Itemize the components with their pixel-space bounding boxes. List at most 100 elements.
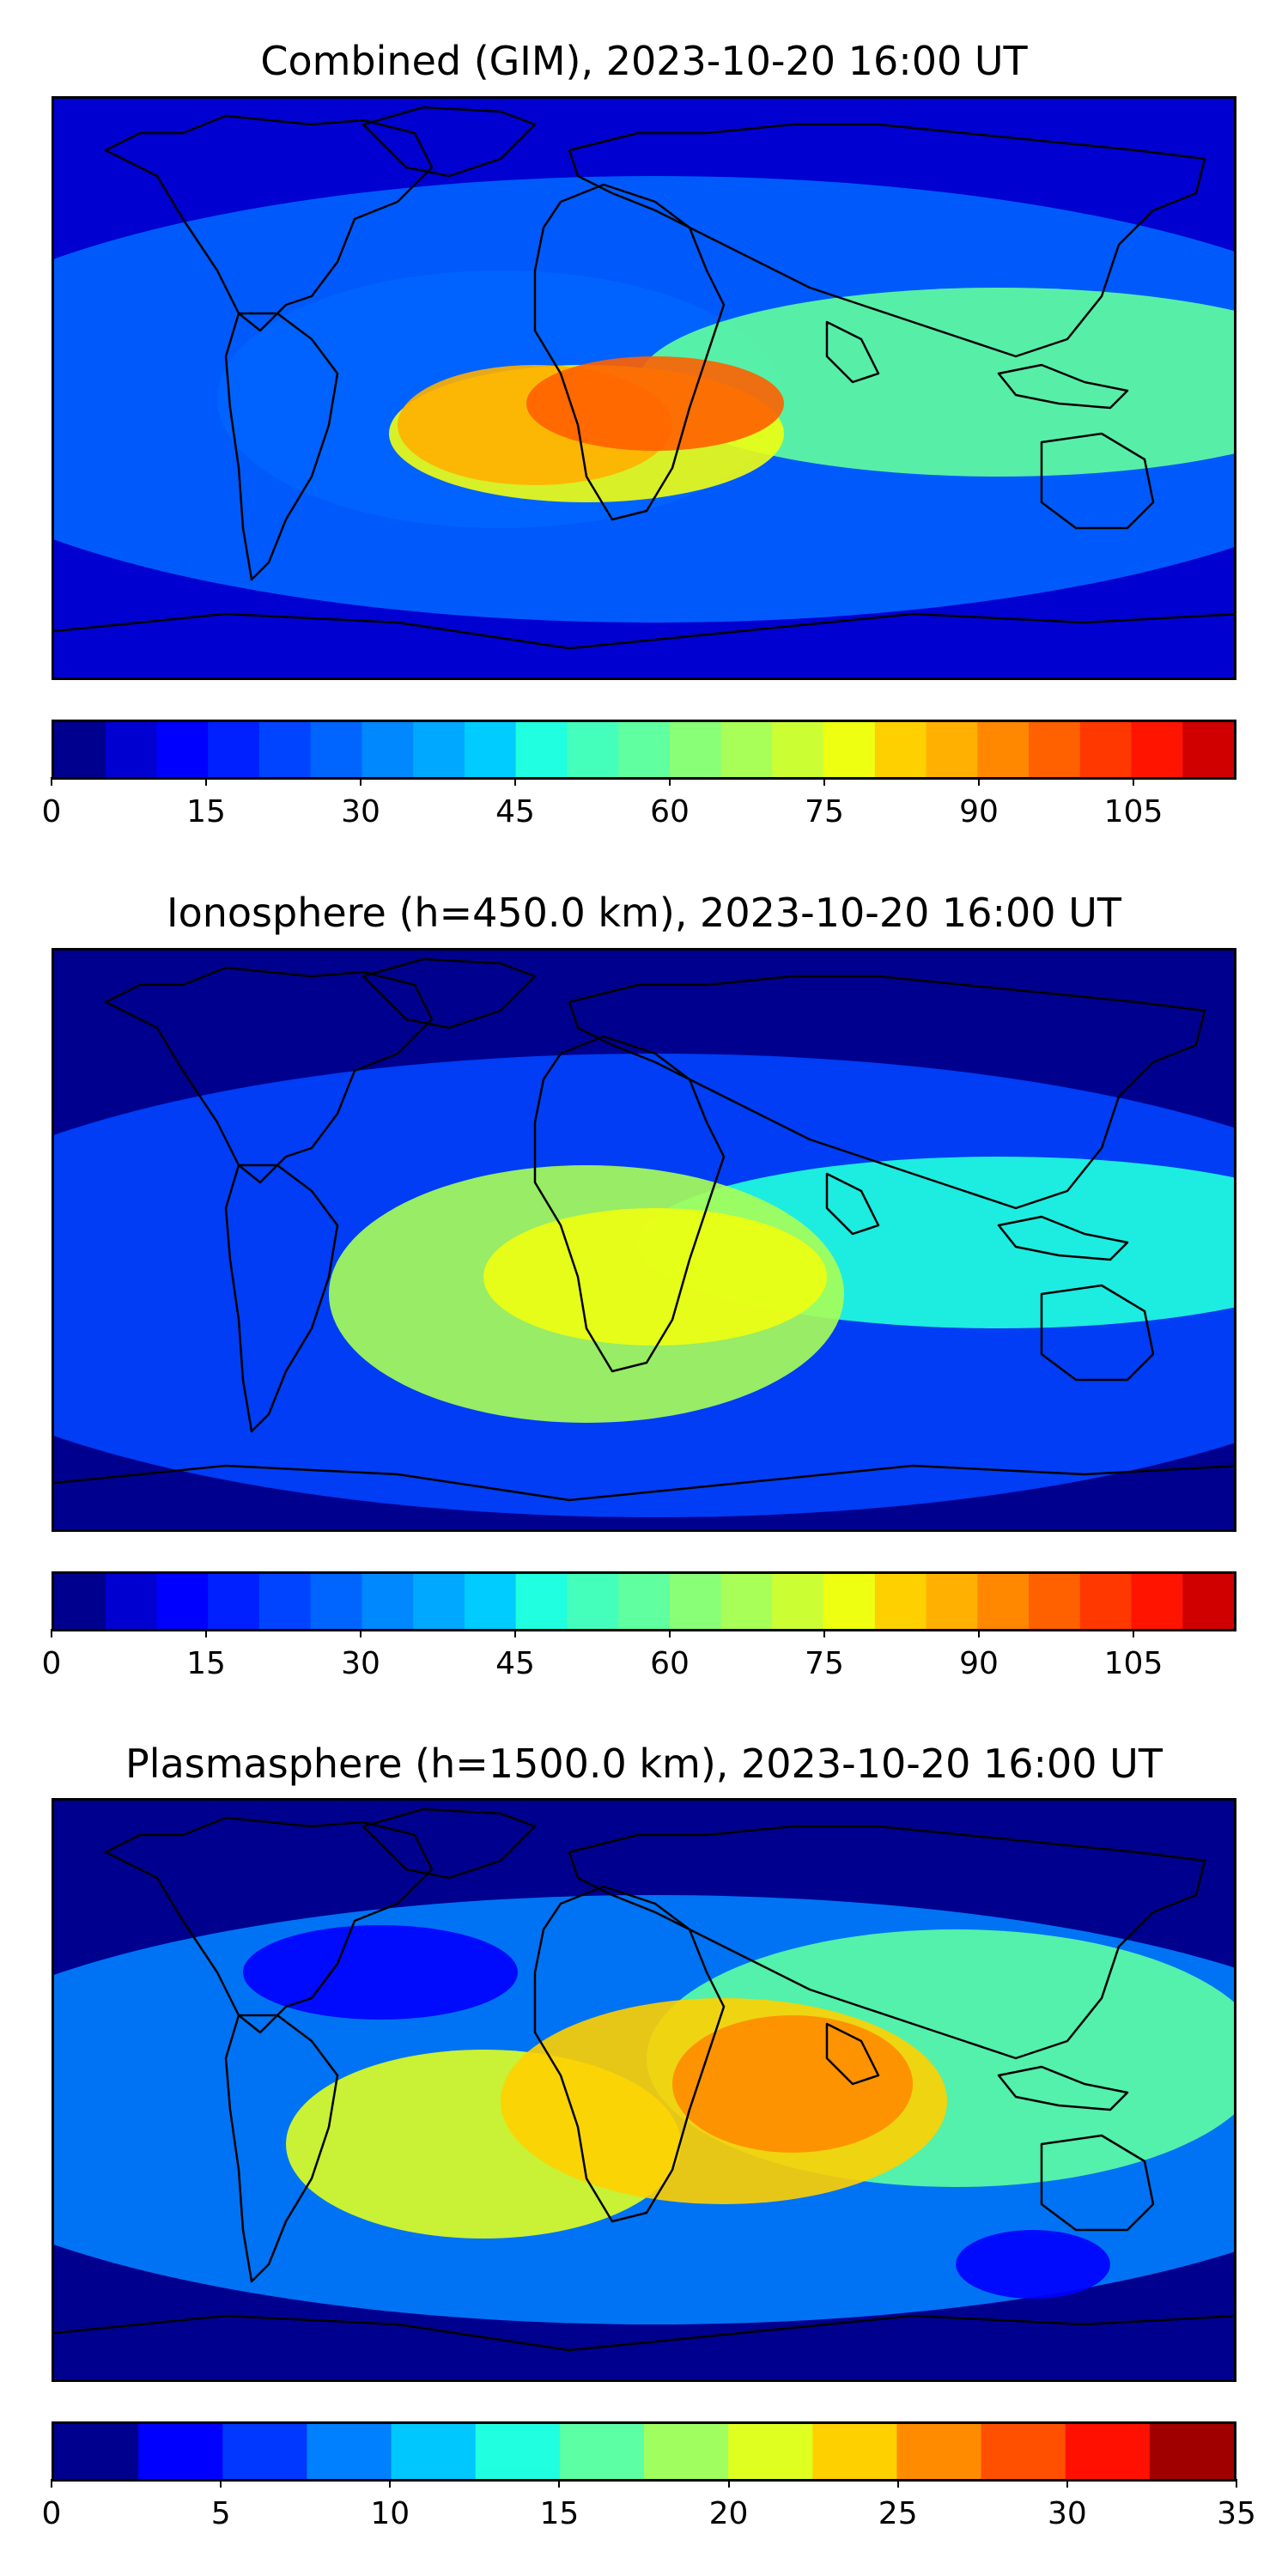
- colorbar-segment: [391, 2424, 477, 2479]
- colorbar-segment: [1029, 722, 1081, 777]
- colorbar-tick-label: 30: [1047, 2496, 1087, 2531]
- colorbar-tick: [978, 1629, 980, 1637]
- colorbar-tick-label: 45: [495, 794, 535, 829]
- chart-title-1: Combined (GIM), 2023-10-20 16:00 UT: [260, 38, 1028, 84]
- colorbar-tick: [514, 777, 516, 786]
- colorbar-segment: [977, 722, 1030, 777]
- coastline-6: [825, 2022, 880, 2086]
- coastline-6: [825, 320, 880, 384]
- colorbar-segment: [208, 722, 260, 777]
- colorbar-segment: [208, 1574, 260, 1629]
- colorbar-tick-label: 5: [210, 2496, 231, 2531]
- colorbar-segment: [772, 722, 824, 777]
- coastline-2: [224, 1163, 339, 1433]
- colorbar-tick-label: 30: [341, 794, 380, 829]
- chart-title-2: Ionosphere (h=450.0 km), 2023-10-20 16:0…: [167, 890, 1121, 936]
- colorbar-tick-label: 15: [186, 1646, 226, 1681]
- coastline-5: [568, 123, 1206, 358]
- colorbar-segment: [669, 722, 722, 777]
- colorbar-tick: [727, 2479, 730, 2488]
- colorbar-tick-label: 20: [708, 2496, 749, 2531]
- colorbar-segment: [981, 2424, 1066, 2479]
- colorbar-segment: [823, 722, 876, 777]
- map-panel-2: [52, 948, 1236, 1532]
- colorbar-segment: [54, 722, 106, 777]
- colorbar-segment: [1029, 1574, 1081, 1629]
- colorbar-segment: [720, 722, 773, 777]
- colorbar-tick: [514, 1629, 516, 1637]
- colorbar-segment: [156, 1574, 209, 1629]
- colorbar-2: [52, 1571, 1236, 1631]
- coastline-7: [997, 363, 1129, 410]
- coastline-9: [54, 2314, 1234, 2352]
- colorbar-segment: [823, 1574, 876, 1629]
- colorbar-segment: [874, 722, 927, 777]
- colorbar-tick: [51, 777, 52, 786]
- colorbar-tick-label: 15: [539, 2496, 580, 2531]
- coastline-2: [224, 2014, 339, 2283]
- colorbar-tick-label: 25: [878, 2496, 918, 2531]
- colorbar-segment: [105, 722, 157, 777]
- colorbar-tick: [360, 1629, 361, 1637]
- colorbar-segment: [559, 2424, 645, 2479]
- field-region-5: [672, 2015, 913, 2153]
- colorbar-segment: [222, 2424, 307, 2479]
- colorbar-segment: [307, 2424, 392, 2479]
- colorbar-segment: [1065, 2424, 1151, 2479]
- colorbar-segment: [54, 2424, 139, 2479]
- coastline-7: [997, 2065, 1129, 2111]
- colorbar-tick: [205, 1629, 207, 1637]
- coastline-4: [533, 183, 726, 521]
- colorbar-segment: [258, 1574, 312, 1629]
- colorbar-tick-label: 60: [650, 794, 690, 829]
- colorbar-segment: [1131, 722, 1183, 777]
- colorbar-tick: [1133, 1629, 1134, 1637]
- colorbar-segment: [926, 722, 978, 777]
- colorbar-tick: [389, 2479, 392, 2488]
- colorbar-tick: [823, 777, 825, 786]
- colorbar-tick: [51, 1629, 52, 1637]
- colorbar-segment: [138, 2424, 223, 2479]
- colorbar-segment: [1079, 1574, 1133, 1629]
- coastline-8: [1040, 432, 1155, 530]
- colorbar-ticks-2: 0 15 30 45 60 75 90 105: [42, 1629, 1236, 1681]
- coastline-3: [361, 957, 537, 1030]
- colorbar-ticks-3: 0 5 10 15 20 25 30 35: [42, 2479, 1256, 2531]
- colorbar-segment: [413, 1574, 465, 1629]
- colorbar-tick: [978, 777, 980, 786]
- colorbar-segment: [464, 1574, 517, 1629]
- colorbar-tick-label: 0: [41, 2496, 62, 2531]
- colorbar-tick-label: 45: [495, 1646, 535, 1681]
- colorbar-segment: [475, 2424, 561, 2479]
- coastline-8: [1040, 1284, 1155, 1382]
- colorbar-tick: [1133, 777, 1134, 786]
- colorbar-segment: [1182, 722, 1234, 777]
- colorbar-segment: [567, 1574, 619, 1629]
- colorbar-tick: [1066, 2479, 1068, 2488]
- colorbar-1: [52, 720, 1236, 780]
- coastline-5: [568, 1825, 1206, 2060]
- field-region-4: [483, 1208, 827, 1346]
- colorbar-segment: [1131, 1574, 1183, 1629]
- colorbar-segment: [361, 722, 414, 777]
- colorbar-tick-label: 60: [650, 1646, 690, 1681]
- chart-title-3: Plasmasphere (h=1500.0 km), 2023-10-20 1…: [125, 1741, 1163, 1787]
- colorbar-tick-label: 90: [959, 794, 999, 829]
- colorbar-segment: [1149, 2424, 1234, 2479]
- colorbar-segment: [977, 1574, 1030, 1629]
- colorbar-segment: [361, 1574, 414, 1629]
- colorbar-segment: [812, 2424, 897, 2479]
- colorbar-tick-label: 35: [1217, 2496, 1256, 2531]
- colorbar-tick-label: 0: [41, 1646, 62, 1681]
- colorbar-segment: [567, 722, 619, 777]
- colorbar-segment: [1079, 722, 1133, 777]
- coastline-6: [825, 1172, 880, 1236]
- colorbar-tick-label: 30: [341, 1646, 380, 1681]
- coastline-2: [224, 312, 339, 581]
- colorbar-tick: [669, 1629, 671, 1637]
- colorbar-3: [52, 2421, 1236, 2482]
- colorbar-segment: [258, 722, 312, 777]
- colorbar-segment: [310, 722, 362, 777]
- colorbar-segment: [926, 1574, 978, 1629]
- field-region-6: [243, 1925, 518, 2020]
